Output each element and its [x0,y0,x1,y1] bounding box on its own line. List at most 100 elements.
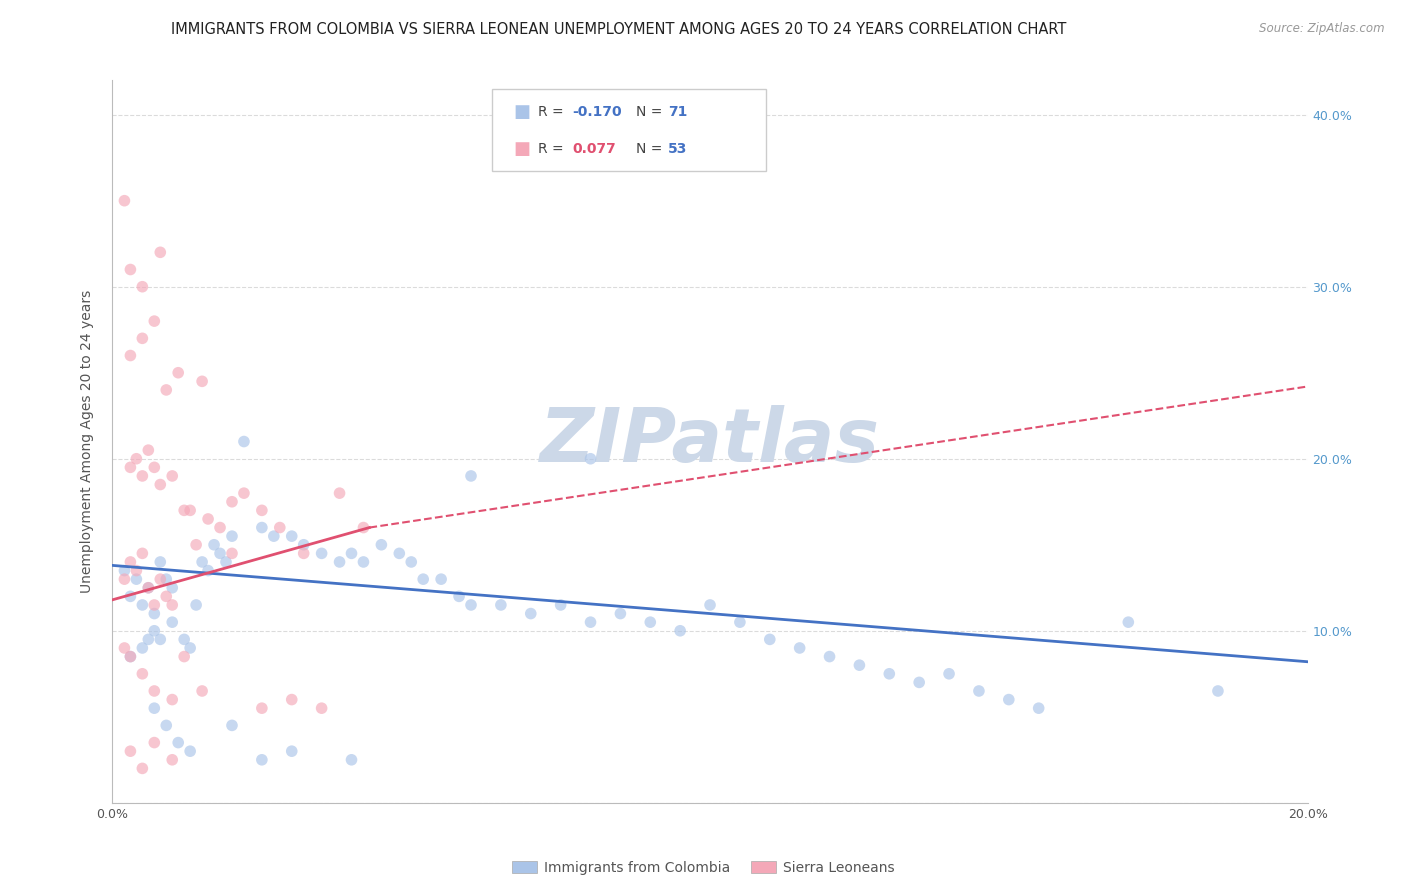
Text: 71: 71 [668,105,688,119]
Point [449,590,471,604]
Point [789,640,811,655]
Point [250,753,273,767]
Point [263,529,285,543]
Text: N =: N = [636,142,666,155]
Point [149,477,172,491]
Point [221,529,243,543]
Point [155,718,177,732]
Text: R =: R = [538,142,568,155]
Point [340,546,363,560]
Point [131,598,153,612]
Point [131,640,153,655]
Point [138,632,160,647]
Point [138,443,160,458]
Point [430,572,453,586]
Point [149,245,172,260]
Point [143,684,166,698]
Point [143,735,166,749]
Text: 0.077: 0.077 [572,142,616,155]
Point [186,538,208,552]
Point [162,469,183,483]
Text: N =: N = [636,105,666,119]
Point [292,546,315,560]
Point [120,555,142,569]
Point [460,469,482,483]
Point [149,572,172,586]
Point [114,640,135,655]
Point [120,460,142,475]
Point [281,529,304,543]
Point [609,607,631,621]
Point [173,503,195,517]
Point [209,546,232,560]
Point [879,666,901,681]
Point [162,753,183,767]
Point [191,375,214,389]
Point [120,349,142,363]
Y-axis label: Unemployment Among Ages 20 to 24 years: Unemployment Among Ages 20 to 24 years [80,290,94,593]
Point [131,761,153,775]
Point [215,555,238,569]
Point [579,615,602,630]
Text: IMMIGRANTS FROM COLOMBIA VS SIERRA LEONEAN UNEMPLOYMENT AMONG AGES 20 TO 24 YEAR: IMMIGRANTS FROM COLOMBIA VS SIERRA LEONE… [172,22,1066,37]
Point [579,451,602,466]
Point [412,572,434,586]
Text: ■: ■ [513,139,530,158]
Point [179,744,201,758]
Point [114,194,135,208]
Point [155,590,177,604]
Point [938,666,960,681]
Point [233,486,256,500]
Text: Source: ZipAtlas.com: Source: ZipAtlas.com [1260,22,1385,36]
Point [329,555,352,569]
Point [125,572,148,586]
Point [143,460,166,475]
Point [149,632,172,647]
Point [202,538,225,552]
Legend: Immigrants from Colombia, Sierra Leoneans: Immigrants from Colombia, Sierra Leonean… [506,855,900,880]
Point [848,658,870,673]
Point [173,632,195,647]
Point [250,701,273,715]
Point [250,503,273,517]
Point [143,607,166,621]
Point [967,684,990,698]
Point [197,512,219,526]
Point [131,546,153,560]
Point [818,649,841,664]
Text: ZIPatlas: ZIPatlas [540,405,880,478]
Point [1028,701,1050,715]
Point [143,314,166,328]
Point [908,675,931,690]
Point [179,640,201,655]
Point [191,555,214,569]
Point [179,503,201,517]
Point [460,598,482,612]
Point [162,598,183,612]
Text: -0.170: -0.170 [572,105,621,119]
Point [311,546,333,560]
Point [167,366,190,380]
Point [640,615,662,630]
Point [167,735,190,749]
Point [281,692,304,706]
Point [162,692,183,706]
Point [489,598,512,612]
Point [138,581,160,595]
Point [728,615,751,630]
Point [311,701,333,715]
Point [329,486,352,500]
Point [120,649,142,664]
Point [370,538,392,552]
Point [162,581,183,595]
Text: ■: ■ [513,103,530,121]
Point [353,555,375,569]
Point [340,753,363,767]
Point [353,520,375,534]
Point [281,744,304,758]
Point [149,555,172,569]
Point [998,692,1021,706]
Text: R =: R = [538,105,568,119]
Point [143,624,166,638]
Point [125,564,148,578]
